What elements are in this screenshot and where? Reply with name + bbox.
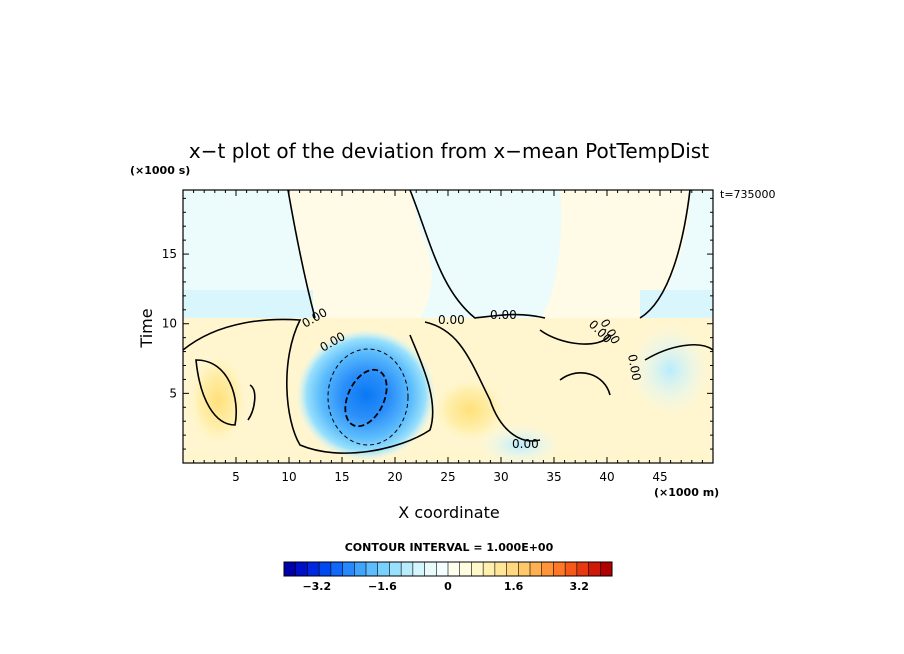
colorbar-tick-label: 0 (444, 580, 452, 593)
dashed-contour-outer (327, 348, 409, 446)
zero-contour-4 (183, 318, 434, 454)
colorbar-tick-label: 1.6 (504, 580, 524, 593)
colorbar-swatch (494, 562, 507, 576)
y-tick-label: 10 (162, 317, 177, 331)
upper-band-blue (183, 290, 313, 318)
colorbar-swatch (448, 562, 461, 576)
zero-contour-1 (287, 190, 316, 319)
colorbar-swatch (412, 562, 425, 576)
contour-label: 0.00 (625, 353, 643, 382)
colorbar-swatch (541, 562, 554, 576)
zero-contour-7 (644, 344, 713, 361)
colorbar-swatch (506, 562, 519, 576)
colorbar-swatch (530, 562, 543, 576)
time-stamp: t=735000 (720, 188, 776, 201)
colorbar-swatch (366, 562, 379, 576)
contour-field: 0.00 0.00 0.00 0.00 0.00 0.00 0.00 0.00 (183, 190, 713, 463)
y-axis-label: Time (137, 308, 156, 348)
zero-contour-8 (195, 359, 237, 426)
upper-right-warm-column (540, 190, 690, 318)
x-tick-label: 25 (440, 470, 455, 484)
x-tick-label: 35 (546, 470, 561, 484)
colorbar-tick-label: 3.2 (569, 580, 589, 593)
contour-label: 0.00 (438, 313, 465, 327)
contour-interval-text: CONTOUR INTERVAL = 1.000E+00 (345, 541, 554, 554)
colorbar (283, 561, 613, 577)
y-tick-label: 15 (162, 247, 177, 261)
colorbar-tick-label: −1.6 (368, 580, 397, 593)
colorbar-swatch (354, 562, 367, 576)
zero-contour-3 (639, 190, 691, 319)
colorbar-swatch (576, 562, 589, 576)
colorbar-swatch (518, 562, 531, 576)
x-axis-label: X coordinate (398, 503, 499, 522)
x-tick-label: 10 (281, 470, 296, 484)
colorbar-tick-label: −3.2 (302, 580, 331, 593)
chart-title: x−t plot of the deviation from x−mean Po… (189, 139, 709, 163)
y-tick-label: 5 (169, 386, 177, 400)
colorbar-swatch (330, 562, 343, 576)
zero-contours (183, 190, 713, 454)
contour-label: 0.00 (490, 308, 517, 322)
upper-band-blue-right (640, 290, 713, 318)
contour-label: 0.00 (512, 437, 539, 451)
warm-spot-left (186, 350, 250, 450)
dashed-contour-inner (344, 368, 388, 428)
colorbar-swatch (436, 562, 449, 576)
x-tick-label: 40 (599, 470, 614, 484)
x-unit-label: (×1000 m) (654, 486, 719, 499)
colorbar-swatch (588, 562, 601, 576)
x-tick-label: 45 (652, 470, 667, 484)
colorbar-ticks: −3.2 −1.6 0 1.6 3.2 (302, 580, 589, 593)
x-axis: 5 10 15 20 25 30 35 40 45 (193, 190, 703, 484)
colorbar-swatch (319, 562, 332, 576)
x-tick-label: 20 (387, 470, 402, 484)
x-tick-label: 5 (232, 470, 240, 484)
x-tick-label: 30 (493, 470, 508, 484)
zero-contour-9 (247, 384, 256, 421)
cold-anomaly (296, 329, 436, 461)
zero-contour-2 (409, 190, 546, 319)
colorbar-swatch (424, 562, 437, 576)
colorbar-swatch (471, 562, 484, 576)
x-tick-label: 15 (334, 470, 349, 484)
colorbar-swatch (342, 562, 355, 576)
zero-contour-5 (424, 321, 541, 442)
colorbar-swatch (553, 562, 566, 576)
colorbar-swatch (389, 562, 402, 576)
colorbar-swatch (307, 562, 320, 576)
colorbar-swatch (377, 562, 390, 576)
y-unit-label: (×1000 s) (130, 164, 190, 177)
colorbar-swatch (565, 562, 578, 576)
cool-spot-right (630, 325, 710, 415)
colorbar-swatch (295, 562, 308, 576)
colorbar-frame (283, 561, 613, 577)
zero-contour-6 (539, 329, 611, 396)
warm-spot-mid (430, 375, 510, 445)
colorbar-swatch (483, 562, 496, 576)
colorbar-swatch (284, 562, 297, 576)
colorbar-swatch (401, 562, 414, 576)
colorbar-swatch (459, 562, 472, 576)
cool-spot-low (480, 425, 560, 463)
colorbar-swatch (600, 562, 613, 576)
upper-warm-column (288, 190, 432, 318)
y-axis: 5 10 15 (162, 197, 713, 450)
